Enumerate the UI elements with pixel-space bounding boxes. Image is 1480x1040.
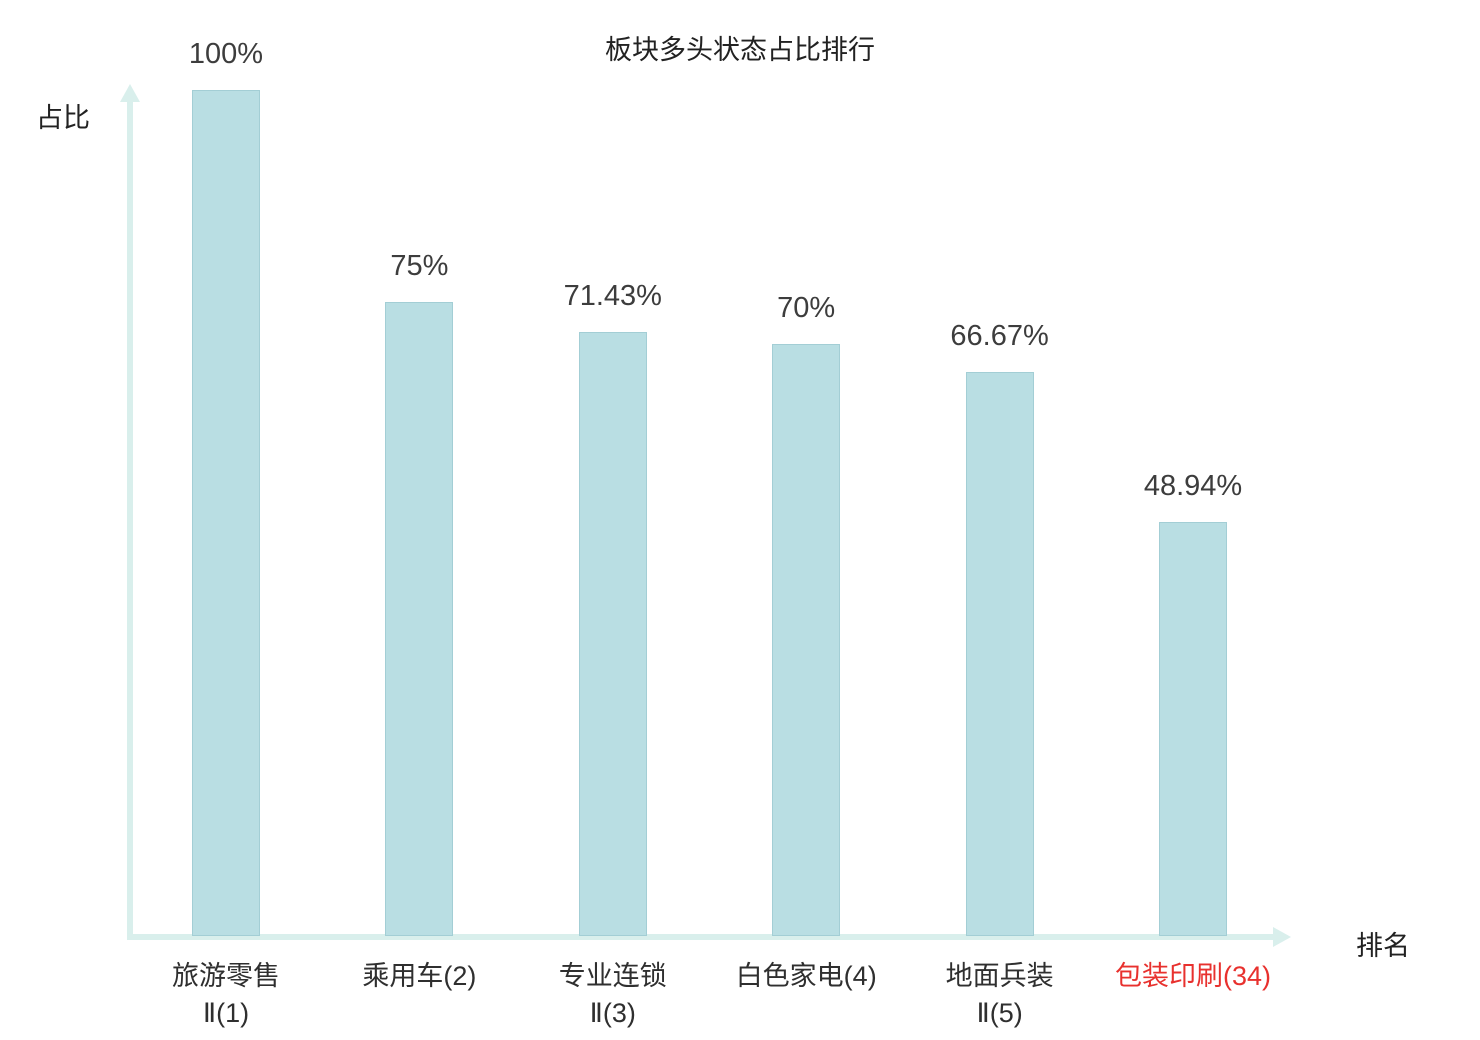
category-label: 乘用车(2) xyxy=(289,958,549,995)
bar[interactable] xyxy=(385,301,454,936)
bar-value-label: 100% xyxy=(188,38,264,70)
bar[interactable] xyxy=(965,371,1034,936)
bar[interactable] xyxy=(578,331,647,936)
bar[interactable] xyxy=(192,90,260,936)
x-axis-line xyxy=(127,934,1275,940)
category-label: 白色家电(4) xyxy=(676,958,936,995)
category-label: 旅游零售 Ⅱ(1) xyxy=(96,958,356,1032)
y-axis-line xyxy=(127,100,133,938)
category-label-line: 旅游零售 xyxy=(172,961,280,991)
category-label-line: Ⅱ(5) xyxy=(976,998,1023,1028)
category-label-line: 乘用车(2) xyxy=(362,961,477,991)
category-label: 地面兵装 Ⅱ(5) xyxy=(870,958,1130,1032)
y-axis-label: 占比 xyxy=(36,103,90,133)
x-axis-label: 排名 xyxy=(1356,931,1410,961)
category-label-line: 专业连锁 xyxy=(558,961,667,991)
bar-value-label: 71.43% xyxy=(563,279,662,312)
category-label-line: Ⅱ(3) xyxy=(589,998,636,1028)
category-label-line: 地面兵装 xyxy=(945,961,1054,991)
category-label-line: 白色家电(4) xyxy=(735,961,877,991)
bar[interactable] xyxy=(1159,521,1227,936)
category-label-line: Ⅱ(1) xyxy=(202,998,250,1028)
bar-value-label: 66.67% xyxy=(950,319,1049,352)
category-label: 包装印刷(34) xyxy=(1063,958,1323,995)
bar-value-label: 48.94% xyxy=(1143,469,1243,502)
y-axis-arrow-icon xyxy=(120,84,140,102)
bar-value-label: 70% xyxy=(777,291,836,324)
bar[interactable] xyxy=(772,343,841,936)
category-label: 专业连锁 Ⅱ(3) xyxy=(483,958,743,1032)
bar-value-label: 75% xyxy=(390,249,449,282)
chart-title: 板块多头状态占比排行 xyxy=(605,35,875,65)
category-label-line: 包装印刷(34) xyxy=(1114,961,1271,991)
x-axis-arrow-icon xyxy=(1273,927,1291,947)
